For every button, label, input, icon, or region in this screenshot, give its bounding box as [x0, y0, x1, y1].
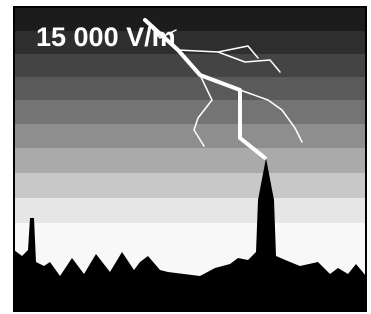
illustration: 15 000 V/m [0, 0, 371, 314]
field-strength-label: 15 000 V/m [36, 22, 176, 52]
page: 15 000 V/m (() => { const data = JSON.pa… [0, 0, 371, 314]
